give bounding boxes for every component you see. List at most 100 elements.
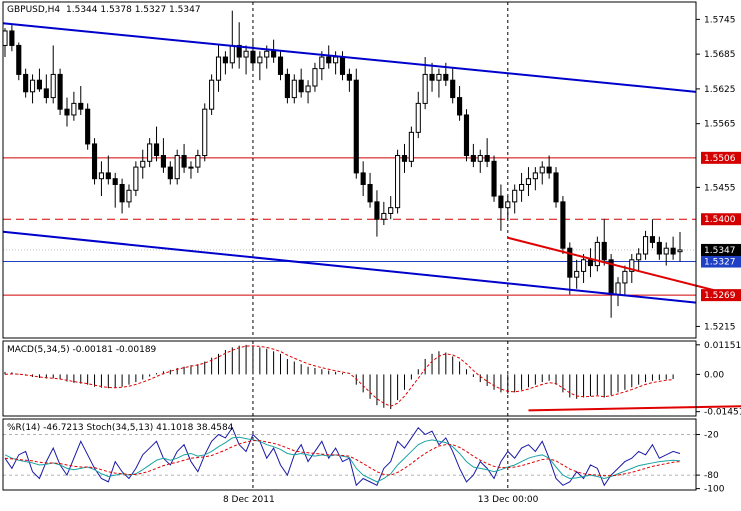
candle-body <box>167 166 173 180</box>
macd-tick-label: -0.01451 <box>704 408 741 418</box>
candle-body <box>174 155 180 180</box>
candle-body <box>71 102 77 116</box>
candle-body <box>195 155 201 168</box>
candle-body <box>236 44 242 58</box>
candle-body <box>36 79 43 90</box>
candle-body <box>257 56 263 64</box>
oscillator-header: %R(14) -46.7213 Stoch(34,5,13) 41.1018 3… <box>7 423 234 433</box>
candle-body <box>567 247 573 278</box>
macd-panel-frame <box>2 340 697 417</box>
candle-body <box>443 73 449 81</box>
candle-body <box>153 143 160 157</box>
candle-body <box>560 201 566 249</box>
horizontal-levels <box>3 157 696 296</box>
candle-body <box>553 172 559 203</box>
price-level-label: 1.5506 <box>704 154 736 164</box>
price-tick-label: 1.5685 <box>704 50 736 60</box>
price-tick-label: 1.5625 <box>704 85 736 95</box>
williams-r-line <box>4 426 681 487</box>
candle-body <box>512 189 518 203</box>
candle-body <box>202 108 208 157</box>
macd-signal-line <box>4 345 674 407</box>
candle-body <box>498 195 504 209</box>
candle-body <box>188 166 194 169</box>
price-tick-label: 1.5565 <box>704 120 736 130</box>
candle-body <box>105 172 111 180</box>
candle-body <box>119 183 125 203</box>
candle-body <box>23 73 29 93</box>
candle-body <box>29 79 36 93</box>
candles <box>2 10 683 318</box>
candle-body <box>422 73 428 104</box>
candle-body <box>222 56 228 64</box>
candle-body <box>57 73 63 110</box>
price-level-tag <box>701 213 741 226</box>
candle-body <box>140 160 146 168</box>
trendline <box>2 22 697 93</box>
candle-body <box>160 155 166 168</box>
candle-body <box>374 201 380 220</box>
candle-body <box>525 178 532 185</box>
candle-body <box>312 68 318 87</box>
candle-body <box>629 259 635 272</box>
candle-body <box>50 73 56 99</box>
price-panel-frame <box>2 1 697 339</box>
candle-body <box>319 56 325 70</box>
candle-body <box>64 108 70 116</box>
candle-body <box>243 50 249 58</box>
panel-frames <box>2 1 697 491</box>
candle-body <box>147 143 153 162</box>
oscillator-tick-label: -80 <box>704 471 719 481</box>
candle-body <box>381 212 387 220</box>
candle-body <box>16 44 22 75</box>
candle-body <box>250 50 256 64</box>
candle-body <box>457 97 463 116</box>
candle-body <box>546 166 552 174</box>
candle-body <box>2 30 8 46</box>
price-tick-label: 1.5455 <box>704 183 736 193</box>
candle-body <box>436 73 442 81</box>
macd-header: MACD(5,34,5) -0.00181 -0.00189 <box>7 345 157 355</box>
stoch-signal-line <box>4 440 681 477</box>
candle-body <box>636 253 642 261</box>
candle-body <box>622 270 628 284</box>
price-tick-label: 1.5745 <box>704 15 736 25</box>
candle-body <box>539 166 545 174</box>
price-level-label: 1.5327 <box>704 258 736 268</box>
candle-body <box>574 270 580 278</box>
candle-body <box>649 236 656 243</box>
candle-body <box>264 50 270 58</box>
price-level-label: 1.5400 <box>704 215 736 225</box>
candle-body <box>581 259 587 272</box>
x-tick-label: 8 Dec 2011 <box>223 495 275 505</box>
candle-body <box>484 155 490 162</box>
candle-body <box>298 79 304 93</box>
macd-trendline <box>528 405 741 412</box>
candle-body <box>615 282 621 296</box>
candle-body <box>91 143 98 180</box>
candle-body <box>9 30 15 46</box>
candle-body <box>209 79 215 110</box>
candle-body <box>346 73 352 81</box>
candle-body <box>367 183 373 203</box>
candle-body <box>85 108 91 145</box>
candle-body <box>505 201 511 209</box>
oscillator-tick-label: -20 <box>704 431 719 441</box>
candle-body <box>656 241 662 255</box>
candle-body <box>477 155 483 162</box>
candle-body <box>98 172 104 180</box>
macd-tick-label: 0.01151 <box>704 341 741 351</box>
candle-body <box>532 172 538 180</box>
candle-body <box>126 189 132 203</box>
candle-body <box>401 155 408 162</box>
candle-body <box>415 102 421 133</box>
candle-body <box>519 183 525 191</box>
candle-body <box>642 236 649 255</box>
candle-body <box>229 44 235 64</box>
candle-body <box>277 56 284 75</box>
current-price-tag <box>701 243 741 256</box>
candle-body <box>291 79 297 99</box>
candle-body <box>470 155 476 162</box>
candle-body <box>215 56 222 81</box>
